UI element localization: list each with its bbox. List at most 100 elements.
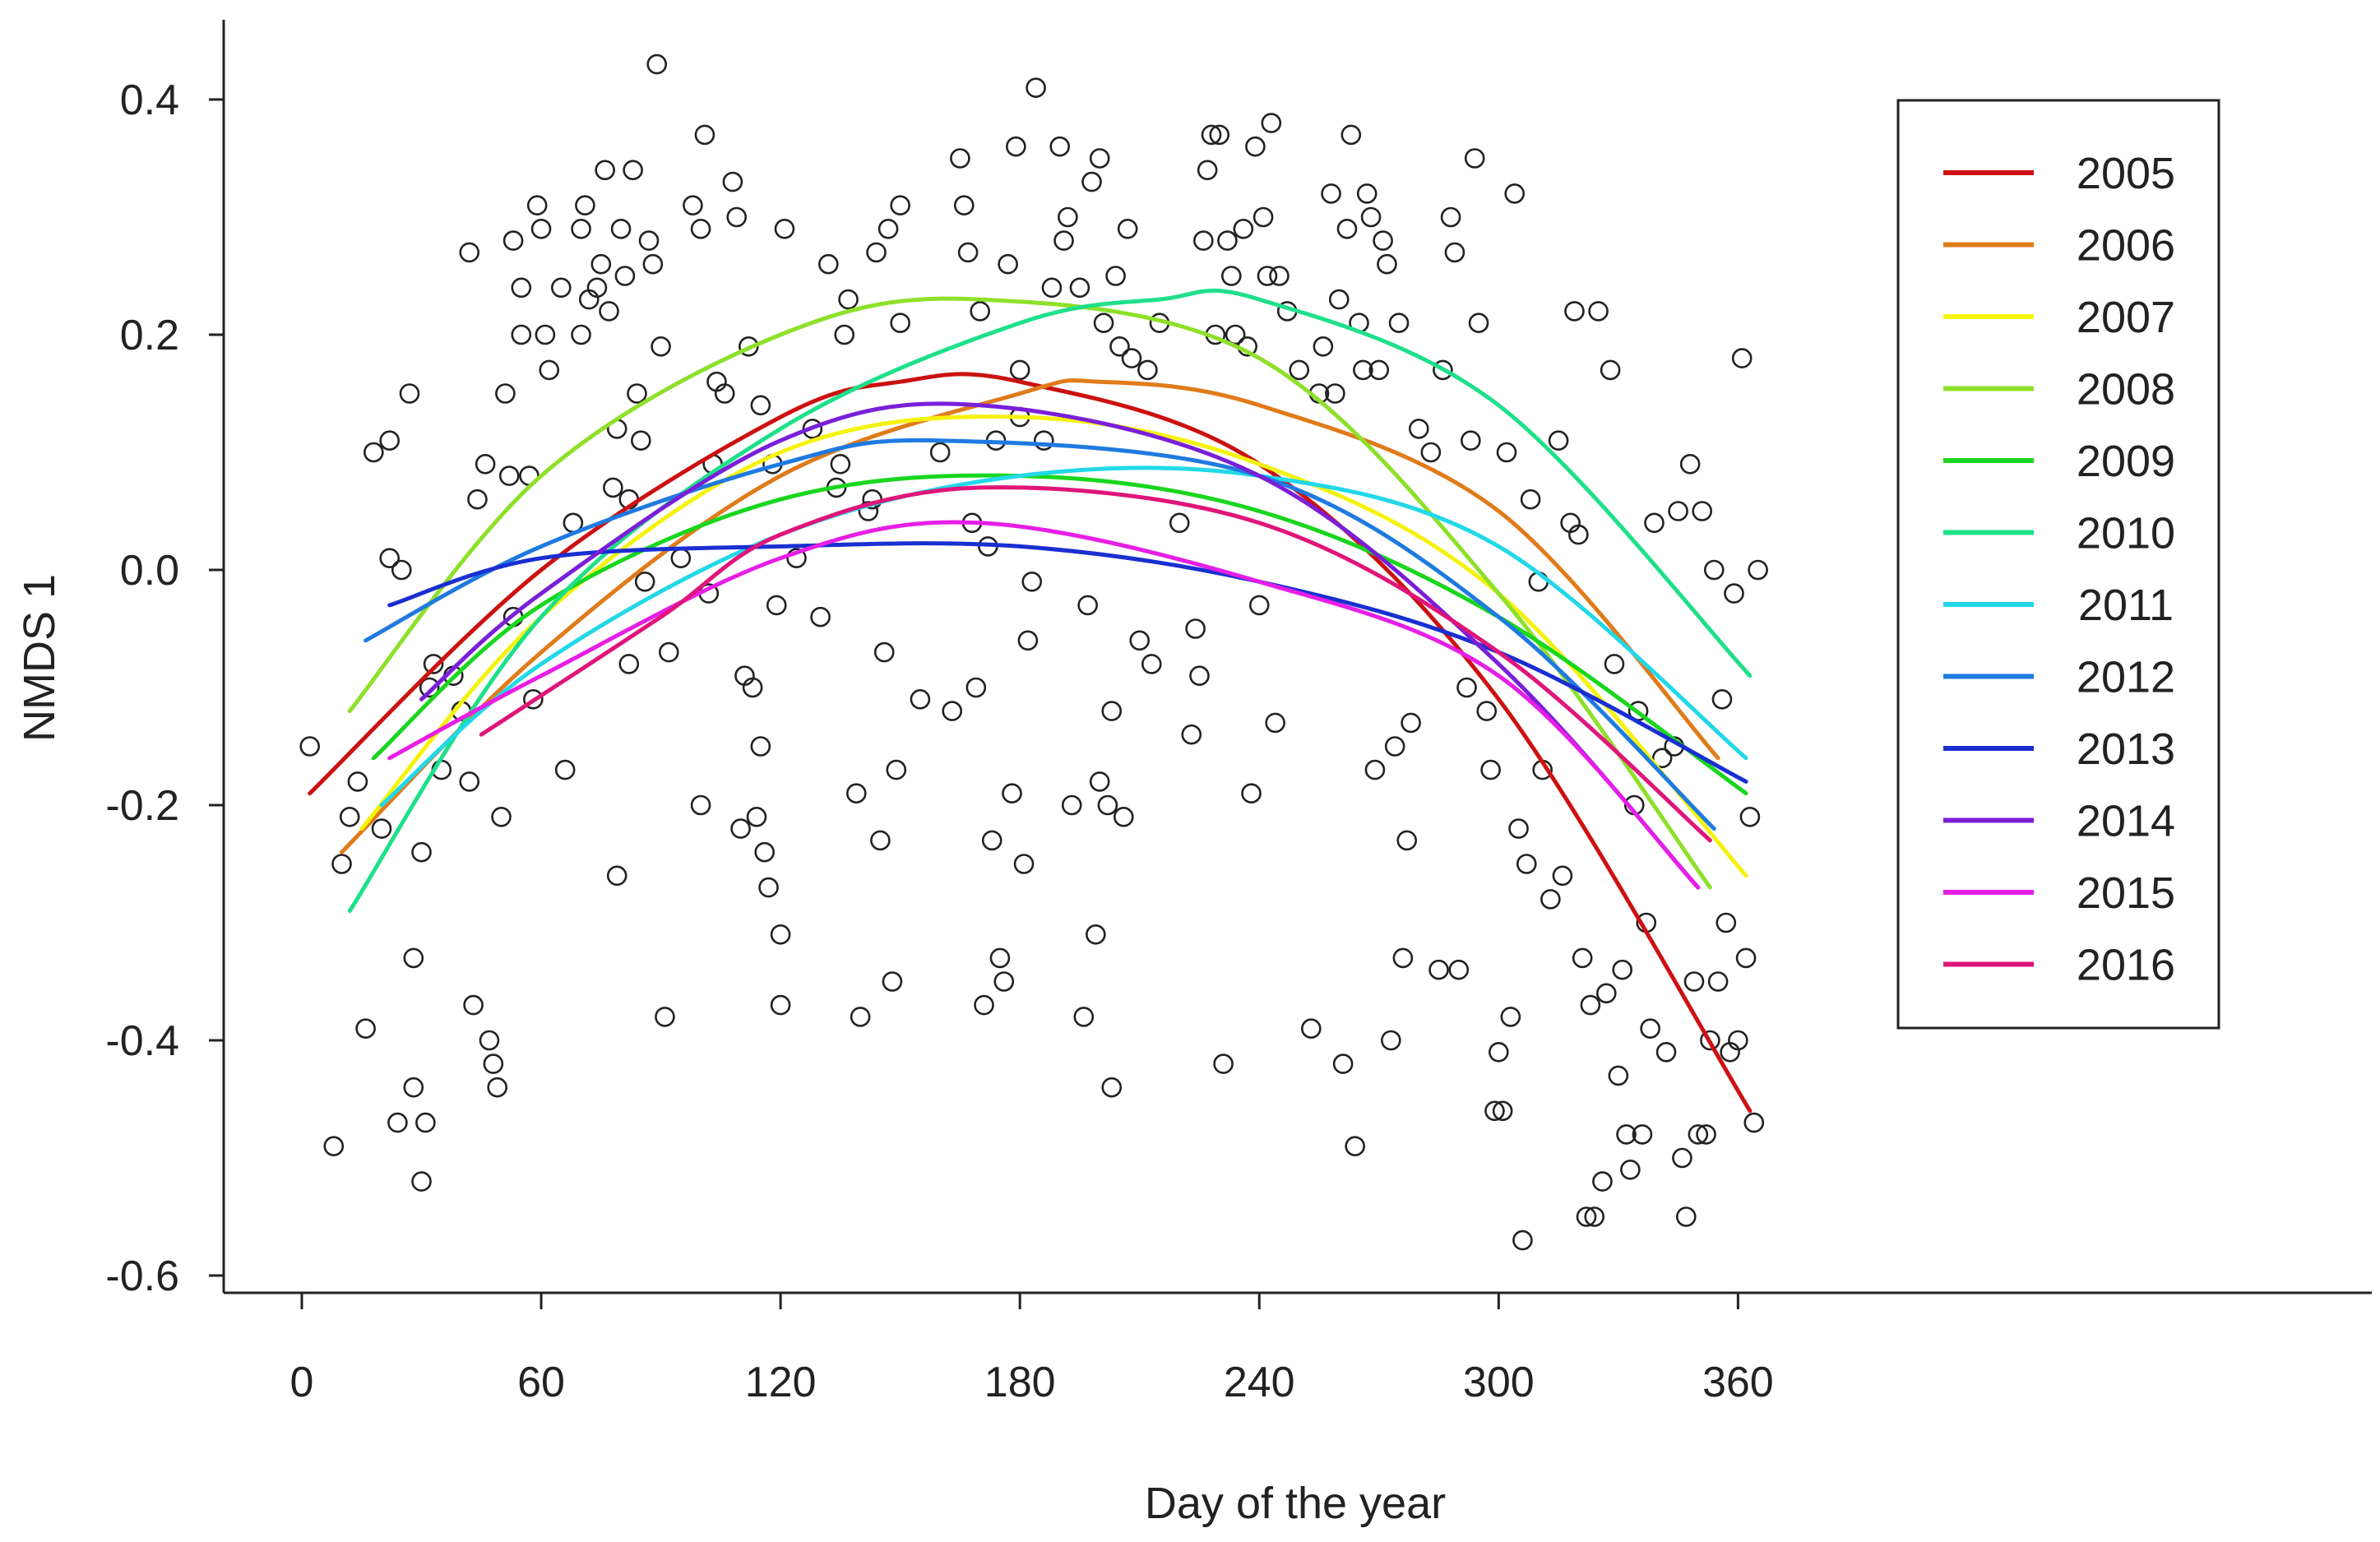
data-point (1600, 359, 1621, 381)
data-point (1109, 336, 1130, 357)
data-point (1739, 806, 1761, 827)
data-point (818, 253, 839, 275)
data-point (1703, 559, 1725, 581)
y-tick-label: 0.4 (120, 76, 179, 124)
data-point (1568, 524, 1589, 545)
data-point (606, 865, 627, 887)
data-point (1604, 654, 1625, 674)
data-point (1169, 512, 1190, 534)
legend-label: 2015 (2077, 868, 2175, 918)
data-point (1489, 1042, 1509, 1063)
data-point (1006, 136, 1026, 157)
data-point (770, 994, 791, 1016)
data-point (1248, 595, 1270, 616)
data-point (495, 383, 516, 404)
data-point (655, 1007, 675, 1027)
data-point (1512, 1229, 1533, 1251)
data-point (690, 218, 711, 239)
data-point (387, 1112, 408, 1133)
data-point (1257, 266, 1278, 286)
data-point (850, 1007, 871, 1027)
data-point (1336, 218, 1358, 239)
legend-label: 2008 (2077, 365, 2175, 414)
data-point (1500, 1007, 1521, 1027)
data-point (530, 218, 552, 239)
data-point (1651, 748, 1673, 769)
data-point (1097, 794, 1118, 816)
series-line-2008 (347, 296, 1712, 890)
legend-box (1896, 99, 2220, 1030)
data-point (965, 677, 987, 698)
data-point (1576, 1206, 1597, 1227)
data-point (1572, 947, 1593, 969)
data-point (459, 771, 480, 792)
data-point (1328, 289, 1350, 310)
data-point (1440, 206, 1461, 228)
legend-label: 2007 (2077, 293, 2175, 342)
data-point (459, 242, 480, 263)
series-line-2015 (387, 520, 1701, 890)
data-point (1220, 266, 1242, 286)
data-point (554, 759, 576, 780)
data-point (403, 1077, 424, 1098)
data-point (1241, 783, 1262, 804)
x-tick-label: 180 (984, 1359, 1056, 1406)
data-point (1612, 959, 1632, 980)
data-point (1420, 442, 1442, 463)
data-point (1672, 1147, 1692, 1169)
y-axis-title: NMDS 1 (15, 574, 64, 742)
data-point (1632, 1124, 1653, 1145)
data-point (993, 971, 1015, 992)
data-point (1668, 501, 1688, 521)
series-line-2014 (419, 401, 1701, 890)
data-point (1121, 348, 1142, 368)
data-point (929, 442, 951, 463)
y-tick-label: -0.6 (105, 1253, 179, 1300)
data-point (1026, 77, 1046, 98)
data-point (638, 230, 660, 251)
x-axis-ticks: 0 60 120 180 240 300 360 (290, 1293, 1774, 1406)
data-point (1289, 359, 1310, 381)
y-tick-label: -0.4 (105, 1017, 179, 1065)
data-point (845, 783, 867, 804)
data-point (590, 253, 612, 275)
data-point (1081, 171, 1102, 192)
data-point (1073, 1007, 1095, 1027)
data-point (1675, 1206, 1697, 1227)
data-point (1616, 1124, 1637, 1145)
scatter-points (299, 53, 1768, 1251)
data-point (873, 641, 895, 663)
data-point (1353, 359, 1373, 381)
data-point (866, 242, 887, 263)
data-point (631, 430, 651, 451)
data-point (1265, 712, 1285, 734)
data-point (423, 654, 444, 674)
data-point (634, 571, 655, 592)
data-point (810, 606, 831, 627)
data-point (981, 830, 1002, 851)
data-point (1345, 1136, 1365, 1156)
data-point (690, 794, 711, 816)
legend-label: 2011 (2078, 581, 2174, 630)
data-point (1368, 359, 1390, 381)
data-point (746, 806, 767, 827)
data-point (603, 477, 623, 498)
data-point (403, 947, 424, 969)
x-tick-label: 360 (1702, 1359, 1774, 1406)
legend-label: 2016 (2077, 941, 2175, 990)
data-point (511, 277, 532, 299)
data-point (1261, 113, 1282, 133)
data-point (1595, 983, 1617, 1004)
data-point (1444, 242, 1466, 263)
data-point (1588, 301, 1609, 322)
data-point (399, 383, 420, 404)
data-point (1388, 313, 1410, 334)
data-point (1002, 783, 1022, 804)
data-point (1592, 1171, 1613, 1192)
data-point (551, 277, 572, 299)
data-point (575, 195, 595, 215)
x-tick-label: 0 (290, 1359, 314, 1406)
data-point (1193, 230, 1214, 251)
data-point (614, 266, 636, 286)
data-point (1117, 218, 1138, 239)
